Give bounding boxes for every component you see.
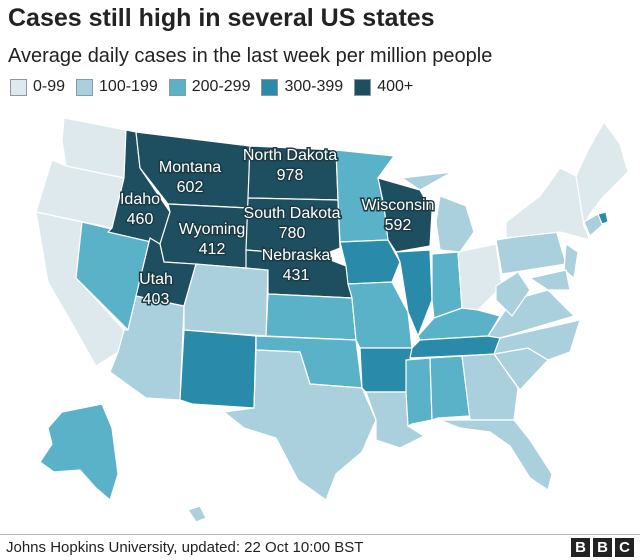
source-note: Johns Hopkins University, updated: 22 Oc… [6,539,364,556]
legend-label-3: 300-399 [284,78,344,95]
state-kansas [265,293,357,341]
legend-swatch-1 [76,78,94,96]
state-hawaii [187,505,207,523]
state-new-england [575,120,629,228]
label-north-dakota-name: North Dakota [243,147,337,164]
bbc-logo-letter-3: C [615,538,634,557]
state-arkansas [359,347,413,393]
chart-subtitle: Average daily cases in the last week per… [8,45,493,67]
label-montana-name: Montana [159,159,221,176]
state-georgia [461,353,519,421]
label-wyoming-name: Wyoming [179,221,246,238]
bbc-logo: B B C [568,538,634,557]
label-utah-name: Utah [139,271,173,288]
state-west-virginia [495,271,531,317]
legend-item-1: 100-199 [76,78,158,96]
state-ohio [457,243,503,311]
state-new-mexico [179,329,257,409]
legend-label-1: 100-199 [99,78,158,95]
label-idaho-value: 460 [127,211,154,228]
label-nebraska-name: Nebraska [262,247,331,264]
state-mississippi [405,357,433,427]
legend-swatch-2 [168,78,186,96]
legend: 0-99 100-199 200-299 300-399 400+ [10,78,424,96]
legend-swatch-0 [10,78,27,96]
state-iowa [339,239,401,285]
legend-item-3: 300-399 [261,78,343,96]
bbc-logo-letter-2: B [593,538,612,557]
state-kentucky [417,307,501,341]
label-south-dakota-name: South Dakota [244,205,341,222]
state-texas [222,349,377,501]
state-rhode-island [597,211,609,225]
legend-swatch-4 [354,78,372,96]
label-nebraska-value: 431 [283,267,310,284]
legend-label-4: 400+ [377,78,414,95]
state-indiana [431,251,463,319]
label-wisconsin-value: 592 [385,217,412,234]
state-florida [439,419,553,491]
us-choropleth-map: Montana 602 North Dakota 978 Idaho 460 S… [35,117,629,523]
label-idaho-name: Idaho [120,191,160,208]
state-alaska [39,403,119,502]
state-north-carolina [493,319,581,361]
state-maryland [528,269,571,291]
legend-item-2: 200-299 [168,78,251,96]
label-north-dakota-value: 978 [277,167,304,184]
label-utah-value: 403 [143,291,170,308]
state-missouri [347,281,413,349]
footer-divider [0,534,640,535]
state-wisconsin [377,177,433,253]
state-colorado [183,263,269,337]
legend-label-2: 200-299 [191,78,251,95]
legend-swatch-3 [261,78,279,96]
legend-item-0: 0-99 [10,78,65,96]
state-south-dakota [245,197,341,257]
bbc-logo-letter-1: B [571,538,590,557]
label-montana-value: 602 [177,179,204,196]
label-south-dakota-value: 780 [279,225,306,242]
chart-title: Cases still high in several US states [8,4,435,32]
legend-label-0: 0-99 [33,78,66,95]
legend-item-4: 400+ [354,78,413,96]
label-wyoming-value: 412 [199,241,226,258]
label-wisconsin-name: Wisconsin [362,197,435,214]
state-new-jersey [563,242,579,280]
state-alabama [429,355,471,421]
